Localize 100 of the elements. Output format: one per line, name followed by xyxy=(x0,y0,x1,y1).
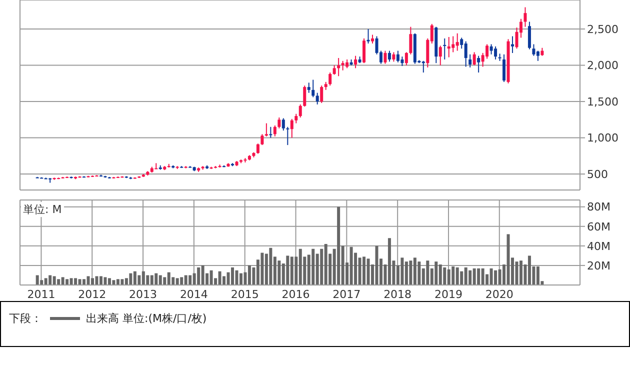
candlestick xyxy=(490,44,493,55)
candlestick xyxy=(477,55,480,74)
bar xyxy=(248,265,251,285)
bar xyxy=(350,246,353,285)
bar xyxy=(278,260,281,285)
bar xyxy=(57,279,60,285)
bar xyxy=(154,273,158,285)
bar xyxy=(260,252,264,285)
candlestick xyxy=(400,56,404,66)
bar xyxy=(138,275,141,285)
bar xyxy=(312,248,315,285)
bar xyxy=(142,271,145,285)
candlestick xyxy=(362,38,366,64)
bar xyxy=(95,276,98,285)
y-tick-label: 80M xyxy=(587,200,610,214)
bar xyxy=(235,270,238,285)
bar xyxy=(388,238,391,285)
bar xyxy=(515,262,518,285)
bar xyxy=(460,271,464,285)
bar xyxy=(82,279,86,285)
y-tick-label: 60M xyxy=(587,220,610,234)
bar xyxy=(61,277,64,285)
candlestick xyxy=(486,44,489,60)
bar xyxy=(120,279,124,285)
y-tick-label: 40M xyxy=(587,240,610,253)
candlestick xyxy=(320,85,324,104)
bar xyxy=(210,270,213,285)
candlestick xyxy=(366,28,370,44)
x-tick-label: 2018 xyxy=(384,288,412,301)
candlestick xyxy=(286,126,290,146)
bar xyxy=(167,272,170,285)
candlestick xyxy=(332,64,336,76)
candlestick xyxy=(536,50,540,62)
y-tick-label: 1,500 xyxy=(587,95,618,108)
x-tick-label: 2015 xyxy=(230,288,259,301)
candlestick xyxy=(354,55,358,69)
candlestick xyxy=(388,50,391,62)
bar xyxy=(452,266,455,285)
bar xyxy=(418,262,421,285)
bar xyxy=(362,256,366,285)
candlestick xyxy=(278,116,281,129)
bar xyxy=(519,260,522,285)
bar xyxy=(434,262,438,285)
bar xyxy=(231,267,234,285)
candlestick xyxy=(396,50,400,63)
bar xyxy=(86,276,90,285)
bar xyxy=(536,266,540,285)
y-axis-title: 単位: M xyxy=(21,202,64,217)
bar xyxy=(146,275,150,285)
legend-title: 下段： xyxy=(9,311,42,326)
bar xyxy=(66,279,69,285)
candlestick xyxy=(511,36,514,54)
bar xyxy=(239,273,242,285)
bar xyxy=(108,278,111,285)
bar xyxy=(337,206,340,285)
bar xyxy=(438,264,442,285)
bar xyxy=(48,275,52,285)
candlestick xyxy=(464,40,468,68)
candlestick xyxy=(524,6,527,28)
bar xyxy=(218,271,222,285)
y-tick-label: 2,000 xyxy=(587,59,618,72)
bar xyxy=(375,246,378,285)
bar xyxy=(409,260,412,285)
candlestick xyxy=(307,82,310,94)
candlestick xyxy=(443,38,446,60)
candlestick xyxy=(316,92,319,105)
x-tick-label: 2016 xyxy=(282,288,310,301)
bar xyxy=(426,260,430,285)
bar xyxy=(78,279,82,285)
candlestick xyxy=(294,113,298,124)
bar xyxy=(404,262,408,285)
candlestick xyxy=(256,143,260,154)
candlestick xyxy=(312,79,315,98)
bar xyxy=(400,258,404,285)
y-tick-label: 500 xyxy=(587,168,608,181)
candlestick xyxy=(341,60,344,71)
bar xyxy=(150,275,154,285)
bar xyxy=(201,265,204,285)
candlestick xyxy=(502,54,506,82)
x-tick-label: 2020 xyxy=(485,288,514,301)
bar xyxy=(286,256,290,285)
x-tick-label: 2014 xyxy=(180,288,208,301)
candlestick xyxy=(392,52,396,62)
candlestick xyxy=(528,21,531,50)
bar xyxy=(176,278,179,285)
bar xyxy=(133,271,136,285)
x-tick-label: 2019 xyxy=(434,288,462,301)
bar xyxy=(99,276,102,285)
bar xyxy=(490,268,493,285)
candlestick xyxy=(328,72,332,86)
x-tick-label: 2012 xyxy=(78,288,106,301)
bar xyxy=(70,278,73,285)
candlestick xyxy=(422,60,425,74)
bar xyxy=(506,234,510,285)
candlestick xyxy=(404,52,408,66)
candlestick xyxy=(447,36,450,58)
candlestick xyxy=(472,52,476,66)
bar xyxy=(324,244,328,285)
candlestick xyxy=(494,46,498,60)
bar xyxy=(298,248,302,285)
